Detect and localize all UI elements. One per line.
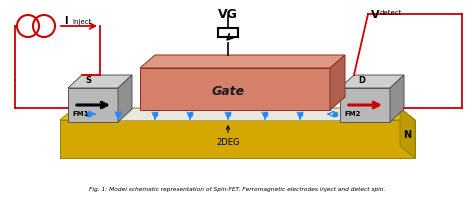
Text: S: S xyxy=(85,75,91,85)
Polygon shape xyxy=(330,55,345,110)
Text: 2DEG: 2DEG xyxy=(216,126,240,147)
Polygon shape xyxy=(60,108,415,120)
Polygon shape xyxy=(400,108,415,158)
Polygon shape xyxy=(118,75,132,122)
Text: $\mathbf{I}$: $\mathbf{I}$ xyxy=(64,14,69,26)
Polygon shape xyxy=(80,108,390,120)
Text: $\mathbf{V}$: $\mathbf{V}$ xyxy=(370,8,381,20)
Text: FM2: FM2 xyxy=(344,111,360,117)
Text: N: N xyxy=(403,130,411,140)
Polygon shape xyxy=(340,88,390,122)
Text: Gate: Gate xyxy=(211,85,245,97)
Text: FM1: FM1 xyxy=(72,111,89,117)
Text: D: D xyxy=(358,75,365,85)
Polygon shape xyxy=(68,88,118,122)
Text: Fig. 1: Model schematic representation of Spin-FET. Ferromagnetic electrodes inj: Fig. 1: Model schematic representation o… xyxy=(89,187,385,192)
Text: inject: inject xyxy=(72,19,91,25)
Polygon shape xyxy=(60,120,415,158)
Text: detect: detect xyxy=(380,10,402,16)
Polygon shape xyxy=(140,68,330,110)
Polygon shape xyxy=(140,55,345,68)
Text: VG: VG xyxy=(218,8,238,21)
Polygon shape xyxy=(68,75,132,88)
Polygon shape xyxy=(390,75,404,122)
Polygon shape xyxy=(340,75,404,88)
